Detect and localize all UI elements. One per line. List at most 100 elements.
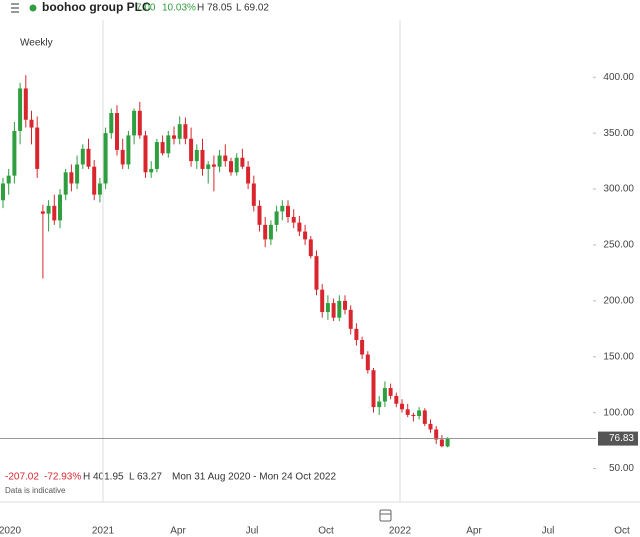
candle-body — [382, 388, 387, 402]
candle-body — [223, 155, 228, 162]
candle-body — [439, 439, 444, 447]
candle-body — [109, 113, 114, 134]
candle-body — [92, 166, 97, 195]
candle-body — [251, 183, 256, 206]
x-tick-label: Jul — [542, 526, 555, 537]
calendar-icon[interactable] — [379, 509, 392, 522]
candle-body — [23, 88, 28, 120]
footer-note: Data is indicative — [5, 486, 66, 495]
candle-body — [40, 211, 45, 214]
candle-body — [115, 113, 119, 150]
candle-body — [263, 224, 268, 240]
candle-body — [217, 155, 222, 167]
candle-body — [411, 414, 416, 417]
candle-body — [86, 148, 91, 167]
last-price-box — [598, 431, 638, 446]
candle-body — [132, 110, 137, 136]
candle-body — [343, 300, 347, 310]
header-low: L 69.02 — [236, 3, 269, 14]
candle-body — [183, 124, 188, 139]
x-tick-label: 2021 — [92, 526, 115, 537]
candle-body — [126, 135, 131, 165]
candle-body — [286, 205, 290, 218]
candle-body — [46, 205, 51, 214]
candle-body — [354, 328, 359, 341]
y-tick-label: 100.00 — [603, 407, 634, 418]
header-change-pct: 10.03% — [162, 3, 196, 14]
candle-body — [160, 142, 165, 154]
y-tick-label: 400.00 — [603, 72, 634, 83]
y-tick-label: 250.00 — [603, 240, 634, 251]
x-tick-label: Oct — [614, 526, 630, 537]
candle-body — [52, 205, 57, 221]
candle-body — [206, 164, 211, 169]
x-tick-label: 2020 — [0, 526, 22, 537]
candle-body — [394, 395, 399, 404]
candle-body — [166, 135, 171, 154]
header-high: H 78.05 — [197, 3, 232, 14]
candle-body — [417, 410, 422, 417]
candle-body — [400, 403, 404, 410]
candle-body — [58, 194, 62, 221]
candle-body — [29, 119, 34, 128]
candle-body — [18, 88, 23, 131]
candle-body — [172, 135, 176, 139]
candle-body — [360, 340, 365, 355]
candle-body — [308, 239, 313, 257]
footer-high: H 401.95 — [83, 472, 124, 483]
instrument-title: boohoo group PLC — [42, 0, 151, 14]
candle-body — [120, 149, 125, 165]
y-tick-label: 350.00 — [603, 128, 634, 139]
y-tick-label: 200.00 — [603, 296, 634, 307]
x-tick-label: Oct — [318, 526, 334, 537]
candle-body — [365, 354, 370, 371]
candle-body — [268, 224, 273, 240]
candle-body — [377, 401, 382, 408]
last-price-label: 76.83 — [609, 433, 634, 444]
candle-body — [428, 423, 433, 430]
candle-body — [234, 157, 239, 173]
candle-body — [1, 183, 5, 201]
footer-change-pct: -72.93% — [44, 472, 81, 483]
candle-body — [246, 166, 251, 184]
candle-body — [434, 429, 439, 440]
candle-body — [320, 289, 325, 313]
candle-body — [137, 110, 142, 136]
header-change: 7.00 — [136, 3, 156, 14]
candle-body — [422, 410, 427, 424]
candle-body — [103, 133, 108, 184]
candle-body — [371, 370, 376, 408]
candle-body — [154, 142, 159, 169]
candle-body — [189, 138, 194, 162]
candle-body — [75, 164, 80, 184]
candle-body — [348, 309, 353, 329]
candle-body — [405, 409, 410, 415]
candle-body — [297, 222, 302, 232]
x-tick-label: Apr — [466, 526, 482, 537]
footer-range: Mon 31 Aug 2020 - Mon 24 Oct 2022 — [172, 472, 336, 483]
candle-body — [97, 183, 102, 195]
candle-body — [200, 149, 205, 169]
candle-body — [303, 231, 308, 240]
interval-label: Weekly — [20, 38, 53, 49]
candle-body — [211, 164, 216, 167]
candle-body — [149, 168, 154, 173]
candle-body — [69, 172, 74, 184]
y-tick-label: 50.00 — [609, 463, 634, 474]
footer-change: -207.02 — [5, 472, 39, 483]
y-tick-label: 150.00 — [603, 351, 634, 362]
candle-body — [35, 127, 40, 169]
candle-body — [325, 303, 330, 313]
candle-body — [445, 438, 450, 447]
candle-body — [229, 161, 233, 173]
candle-body — [337, 300, 342, 318]
y-tick-label: 300.00 — [603, 184, 634, 195]
candle-body — [291, 217, 296, 223]
candle-body — [194, 149, 199, 162]
menu-icon[interactable] — [11, 3, 19, 13]
candle-body — [12, 130, 17, 176]
candle-body — [280, 205, 285, 212]
status-dot — [29, 4, 37, 12]
candle-body — [80, 148, 85, 165]
